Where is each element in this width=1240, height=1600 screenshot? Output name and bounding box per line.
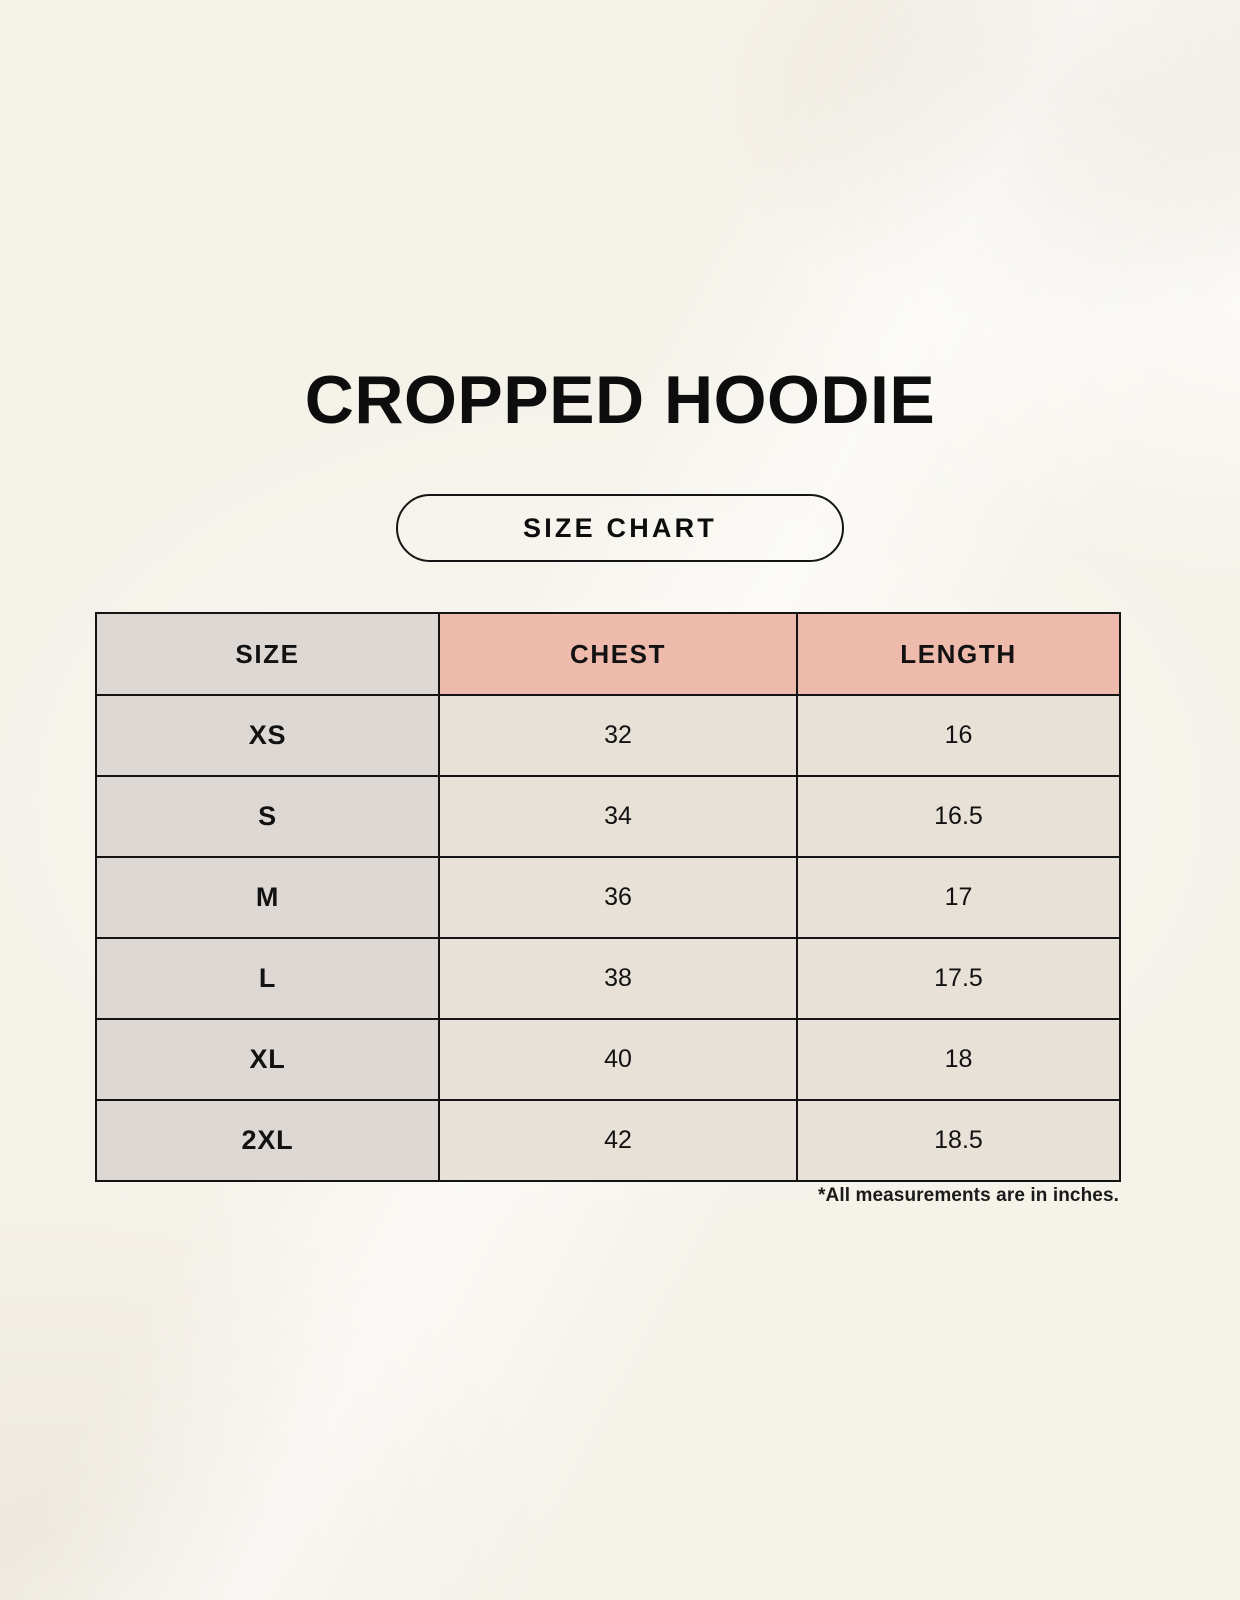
table-row: M 36 17 (95, 856, 1121, 939)
table-header: SIZE CHEST LENGTH (95, 612, 1121, 696)
table-row: XS 32 16 (95, 694, 1121, 777)
cell-size: 2XL (95, 1099, 440, 1182)
cell-chest: 40 (438, 1018, 798, 1101)
table-row: S 34 16.5 (95, 775, 1121, 858)
column-header-length: LENGTH (796, 612, 1121, 696)
column-header-chest: CHEST (438, 612, 798, 696)
measurement-footnote: *All measurements are in inches. (818, 1185, 1119, 1206)
cell-length: 18 (796, 1018, 1121, 1101)
cell-size: M (95, 856, 440, 939)
page-title: CROPPED HOODIE (304, 362, 936, 438)
table-header-row: SIZE CHEST LENGTH (95, 612, 1121, 696)
table-row: 2XL 42 18.5 (95, 1099, 1121, 1182)
cell-chest: 34 (438, 775, 798, 858)
cell-size: XL (95, 1018, 440, 1101)
cell-size: XS (95, 694, 440, 777)
cell-chest: 36 (438, 856, 798, 939)
cell-chest: 32 (438, 694, 798, 777)
size-chart-badge-label: SIZE CHART (523, 512, 717, 543)
cell-length: 18.5 (796, 1099, 1121, 1182)
cell-chest: 42 (438, 1099, 798, 1182)
size-chart-table: SIZE CHEST LENGTH XS 32 16 S 34 16.5 M 3… (95, 612, 1121, 1182)
badge-container: SIZE CHART (0, 494, 1240, 562)
cell-length: 17.5 (796, 937, 1121, 1020)
cell-length: 16 (796, 694, 1121, 777)
cell-length: 17 (796, 856, 1121, 939)
table-row: L 38 17.5 (95, 937, 1121, 1020)
table-row: XL 40 18 (95, 1018, 1121, 1101)
cell-size: L (95, 937, 440, 1020)
cell-chest: 38 (438, 937, 798, 1020)
size-chart-badge: SIZE CHART (396, 494, 844, 562)
table-body: XS 32 16 S 34 16.5 M 36 17 L 38 17.5 XL (95, 694, 1121, 1182)
cell-size: S (95, 775, 440, 858)
column-header-size: SIZE (95, 612, 440, 696)
cell-length: 16.5 (796, 775, 1121, 858)
